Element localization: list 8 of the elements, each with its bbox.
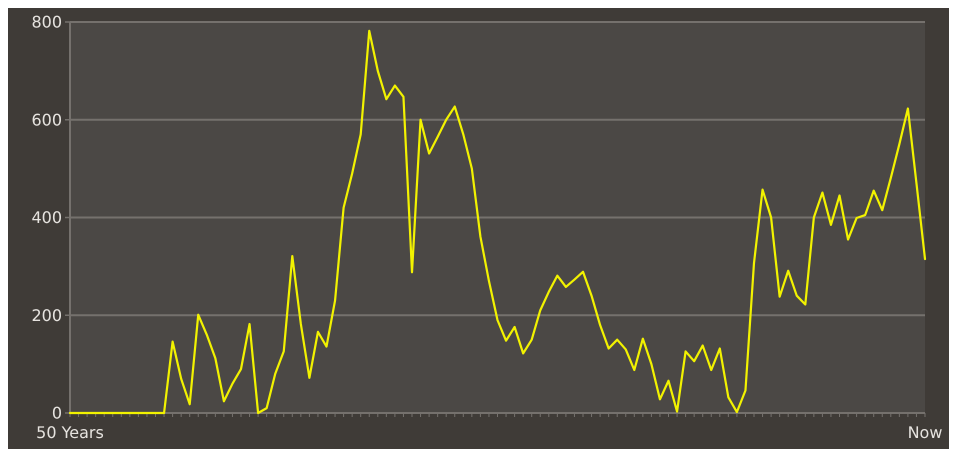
y-tick-label: 0 [52, 404, 62, 423]
line-series [68, 30, 926, 414]
x-tick-label: Now [908, 423, 942, 442]
y-tick-label: 800 [31, 12, 62, 32]
y-tick-label: 600 [31, 110, 62, 130]
y-tick-label: 200 [31, 306, 62, 325]
x-tick-label: 50 Years [36, 423, 104, 442]
y-tick-label: 400 [31, 208, 62, 228]
